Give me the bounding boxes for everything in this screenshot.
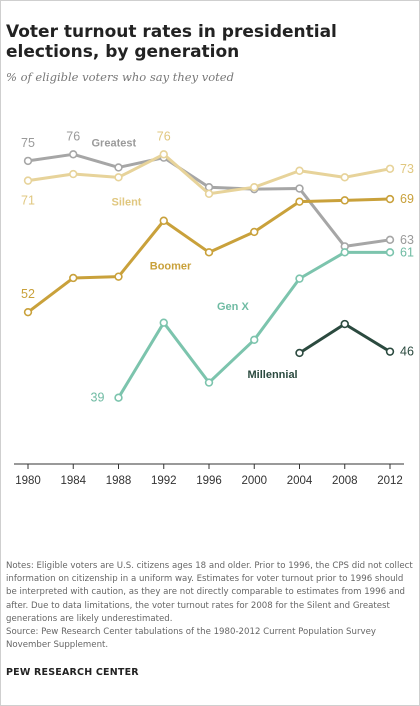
x-tick-label: 1996 — [196, 475, 222, 487]
data-point-boomer — [250, 227, 259, 237]
value-label-greatest-end: 63 — [400, 233, 414, 247]
value-label-greatest-start: 75 — [21, 136, 35, 150]
series-name-genx: Gen X — [217, 301, 249, 313]
data-point-silent — [295, 166, 304, 175]
data-point-gen-x — [385, 248, 395, 257]
value-label-boomer-end: 69 — [400, 192, 414, 206]
data-point-greatest — [23, 156, 33, 166]
value-label-genx-end: 61 — [400, 245, 414, 259]
x-tick-label: 1992 — [151, 475, 177, 487]
data-point-silent — [340, 173, 349, 182]
data-point-silent — [159, 150, 168, 159]
x-tick-label: 2008 — [332, 475, 358, 487]
series-name-greatest: Greatest — [92, 137, 137, 149]
data-point-boomer — [204, 248, 214, 257]
value-label-greatest: 76 — [66, 129, 80, 143]
data-point-greatest — [295, 184, 304, 193]
x-tick-label: 2004 — [287, 475, 313, 487]
data-point-boomer — [295, 197, 304, 206]
data-point-greatest — [385, 235, 395, 245]
x-tick-label: 2012 — [377, 475, 403, 487]
value-label-silent-start: 71 — [21, 194, 35, 208]
data-point-gen-x — [250, 335, 259, 345]
series-name-boomer: Boomer — [150, 260, 192, 272]
x-tick-label: 1980 — [15, 475, 41, 487]
data-point-gen-x — [204, 378, 214, 387]
data-point-millennial — [295, 348, 304, 358]
value-label-boomer-start: 52 — [21, 287, 35, 301]
value-label-silent: 76 — [157, 129, 171, 143]
data-point-greatest — [114, 163, 123, 172]
data-point-boomer — [159, 216, 168, 225]
data-point-boomer — [114, 272, 123, 281]
data-point-silent — [204, 189, 214, 198]
data-point-gen-x — [114, 393, 123, 402]
chart-notes: Notes: Eligible voters are U.S. citizens… — [6, 560, 414, 652]
series-name-millennial: Millennial — [248, 369, 298, 381]
data-point-gen-x — [340, 248, 349, 257]
value-label-millennial-end: 46 — [400, 345, 414, 359]
data-point-boomer — [385, 194, 395, 204]
notes-text: Notes: Eligible voters are U.S. citizens… — [6, 561, 413, 624]
data-point-millennial — [340, 319, 349, 329]
data-point-gen-x — [295, 274, 304, 283]
chart-subtitle: % of eligible voters who say they voted — [6, 70, 234, 84]
series-name-silent: Silent — [112, 196, 142, 208]
series-line-millennial — [298, 322, 391, 355]
value-label-silent-end: 73 — [400, 162, 414, 176]
source-text: Source: Pew Research Center tabulations … — [6, 627, 376, 651]
data-point-boomer — [23, 307, 33, 317]
data-point-silent — [114, 173, 123, 182]
data-point-millennial — [385, 347, 395, 356]
data-point-greatest — [69, 150, 78, 159]
x-tick-label: 1988 — [106, 475, 132, 487]
line-chart: 1980 1984 1988 1992 1996 2000 2004 2008 2012 75 76… — [14, 129, 414, 487]
chart-title: Voter turnout rates in presidential elec… — [6, 22, 337, 62]
data-point-silent — [23, 176, 33, 185]
brand-label: PEW RESEARCH CENTER — [6, 667, 139, 678]
data-point-silent — [69, 169, 78, 179]
data-point-gen-x — [159, 318, 168, 327]
x-tick-label: 2000 — [241, 475, 267, 487]
value-label-genx-start: 39 — [91, 391, 105, 405]
data-point-boomer — [340, 196, 349, 205]
data-point-boomer — [69, 273, 78, 283]
x-tick-label: 1984 — [60, 475, 86, 487]
data-point-silent — [250, 182, 259, 192]
data-point-silent — [385, 164, 395, 173]
